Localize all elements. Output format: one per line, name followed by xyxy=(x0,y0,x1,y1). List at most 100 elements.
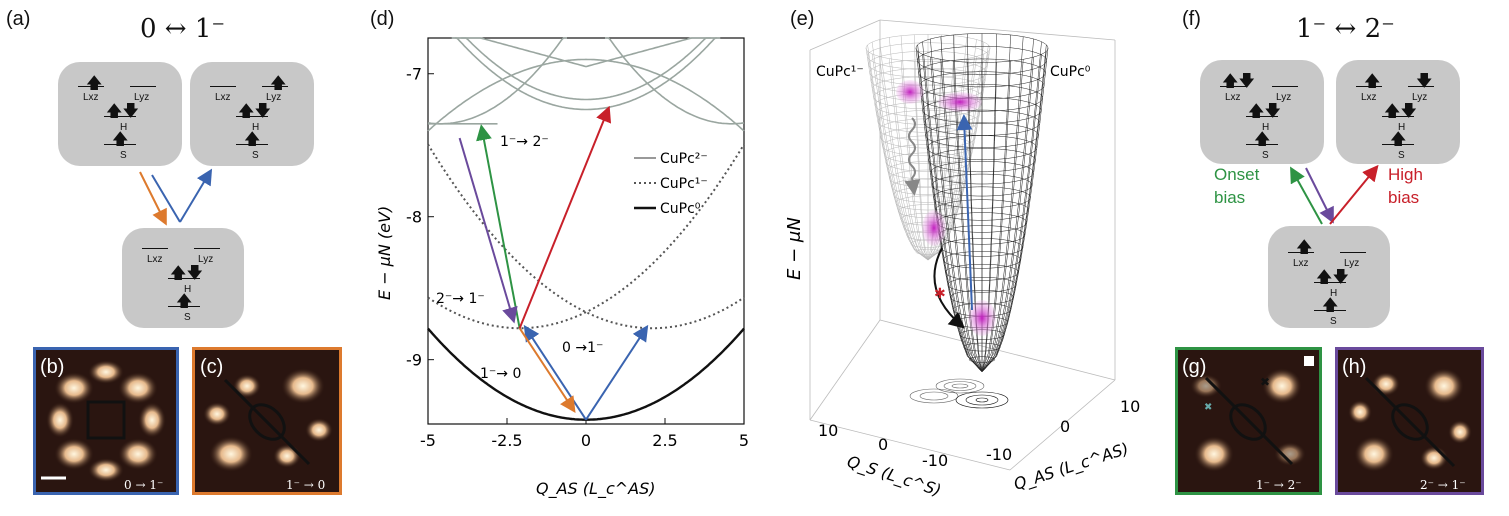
surf-gray-meridian xyxy=(927,42,985,261)
spin-pair-icon: 🡅🡇 xyxy=(238,103,271,120)
x-tick-label: -2.5 xyxy=(491,431,522,450)
surf-gray-meridian xyxy=(927,53,985,261)
spin-up-icon: 🡅 xyxy=(86,75,103,92)
spin-down-icon: 🡇 xyxy=(1416,73,1433,90)
orbital-box-a-left: 🡅 Lxz Lyz 🡅🡇 H 🡅 S xyxy=(58,62,182,166)
curves-group xyxy=(427,37,745,421)
curve-cupc2-a xyxy=(427,37,567,125)
orbital-label-s: S xyxy=(184,312,191,323)
wavepacket-top-left xyxy=(896,80,924,104)
arrow-0-to-1-left xyxy=(523,324,587,421)
surf-black-meridian xyxy=(981,41,1042,373)
orbital-label-h: H xyxy=(1330,288,1338,299)
panel-h-label: (h) xyxy=(1342,356,1367,378)
surf-gray-meridian xyxy=(879,39,929,261)
orange-arrow xyxy=(139,171,167,226)
surf-black-meridian xyxy=(981,51,1047,373)
y-tick-label: -7 xyxy=(406,65,422,84)
spin-up-icon: 🡅 xyxy=(1322,297,1339,314)
spin-up-icon: 🡅 xyxy=(112,131,129,148)
energy-chart: -5 -2.5 0 2.5 5 -7 -8 -9 CuPc²⁻ CuPc¹⁻ CuPc⁰ 1⁻… xyxy=(375,37,749,499)
floor-contours xyxy=(909,378,1009,409)
spin-up-icon: 🡅 xyxy=(1296,239,1313,256)
surf-gray-meridian xyxy=(913,34,929,261)
orbital-label-lxz: Lxz xyxy=(147,254,163,265)
surf-black-meridian xyxy=(981,59,1024,373)
label-cupc1: CuPc¹⁻ xyxy=(816,64,864,80)
annotation-0to1: 0 →1⁻ xyxy=(562,340,603,356)
orbital-label-lxz: Lxz xyxy=(1225,92,1241,103)
surf-black-meridian xyxy=(940,59,983,373)
curve-cupc2-e xyxy=(454,37,718,68)
spin-up-icon: 🡅 xyxy=(1390,131,1407,148)
curve-cupc2-c xyxy=(451,37,721,111)
orbital-label-lyz: Lyz xyxy=(198,254,214,265)
orbital-label-h: H xyxy=(252,122,260,133)
orbital-label-lxz: Lxz xyxy=(215,92,231,103)
orbital-box-f-right: 🡅 🡇 Lxz Lyz 🡅🡇 H 🡅 S xyxy=(1336,60,1460,164)
orbital-label-lyz: Lyz xyxy=(134,92,150,103)
spin-up-icon: 🡅 xyxy=(1254,131,1271,148)
qas-tick-0: 0 xyxy=(1060,417,1070,436)
orbital-box-f-left: 🡅🡇 Lxz Lyz 🡅🡇 H 🡅 S xyxy=(1200,60,1324,164)
curve-cupc2-b xyxy=(605,37,745,125)
orbital-box-a-bottom: Lxz Lyz 🡅🡇 H 🡅 S xyxy=(122,228,244,328)
spin-pair-icon: 🡅🡇 xyxy=(1248,103,1281,120)
surf-gray-meridian xyxy=(867,44,929,261)
spin-up-icon: 🡅 xyxy=(1364,73,1381,90)
annotation-2to1: 2⁻→ 1⁻ xyxy=(436,291,485,307)
orbital-label-lyz: Lyz xyxy=(1412,92,1428,103)
panel-f-label: (f) xyxy=(1182,8,1201,30)
orbital-label-lyz: Lyz xyxy=(266,92,282,103)
y-axis-label: E − μN (eV) xyxy=(375,206,394,300)
orbital-label-s: S xyxy=(1398,150,1405,161)
qas-axis-label: Q_AS (L_c^AS) xyxy=(1011,439,1131,495)
panel-a-title: 0 ↔ 1⁻ xyxy=(140,14,226,44)
surf-gray-meridian xyxy=(927,44,989,261)
x-tick-label: 2.5 xyxy=(652,431,677,450)
arrow-1-to-0 xyxy=(518,327,576,414)
surf-black-meridian xyxy=(981,36,1024,373)
qas-tick-neg10: -10 xyxy=(986,445,1012,464)
x-tick-label: 5 xyxy=(739,431,749,450)
surf-black-meridian xyxy=(981,54,1042,373)
x-tick-label: 0 xyxy=(581,431,591,450)
gray-wavy-arrow xyxy=(904,117,921,196)
panel-b-caption: 0 → 1⁻ xyxy=(124,478,164,492)
qs-tick-10: 10 xyxy=(818,421,838,440)
legend-cupc2: CuPc²⁻ xyxy=(660,151,708,167)
stm-image-b xyxy=(33,347,179,495)
blue-vertical-arrow xyxy=(956,114,973,311)
surf-gray-meridian xyxy=(900,35,929,261)
wavepacket-bottom xyxy=(968,300,996,336)
orbital-label-lxz: Lxz xyxy=(1361,92,1377,103)
potential-surface-3d: ✱ CuPc¹⁻ CuPc⁰ E − μN 10 0 -10 -10 0 10 … xyxy=(784,19,1140,501)
purple-arrow xyxy=(1305,167,1334,224)
qas-tick-10: 10 xyxy=(1120,397,1140,416)
crossing-star: ✱ xyxy=(934,286,946,302)
panel-c-label: (c) xyxy=(200,356,224,378)
blue-arrow-left xyxy=(151,174,181,223)
orbital-label-h: H xyxy=(1398,122,1406,133)
curve-cupc2-f xyxy=(427,58,745,132)
arrow-2-to-1 xyxy=(458,137,518,324)
surf-black-meridian xyxy=(940,36,983,373)
orbital-box-f-bottom: 🡅 Lxz Lyz 🡅🡇 H 🡅 S xyxy=(1268,226,1390,328)
stm-image-g: ✖ ✖ xyxy=(1175,347,1322,495)
curve-cupc2-d xyxy=(461,37,711,101)
panel-e-label: (e) xyxy=(790,8,815,30)
surf-gray-meridian xyxy=(865,47,929,261)
spin-up-icon: 🡅 xyxy=(244,131,261,148)
spin-pair-icon: 🡅🡇 xyxy=(1222,73,1255,90)
panel-h-caption: 2⁻ → 1⁻ xyxy=(1420,478,1466,492)
wavepacket-top-right xyxy=(938,92,982,112)
surf-gray-meridian xyxy=(889,37,929,261)
orbital-label-lxz: Lxz xyxy=(1293,258,1309,269)
panel-f-title: 1⁻ ↔ 2⁻ xyxy=(1296,14,1395,44)
red-arrow xyxy=(1329,164,1379,225)
orbital-label-lyz: Lyz xyxy=(1276,92,1292,103)
surf-gray-meridian xyxy=(871,53,929,261)
surf-gray-meridian xyxy=(927,50,989,261)
orbital-label-s: S xyxy=(1262,150,1269,161)
spin-pair-icon: 🡅🡇 xyxy=(1316,269,1349,286)
